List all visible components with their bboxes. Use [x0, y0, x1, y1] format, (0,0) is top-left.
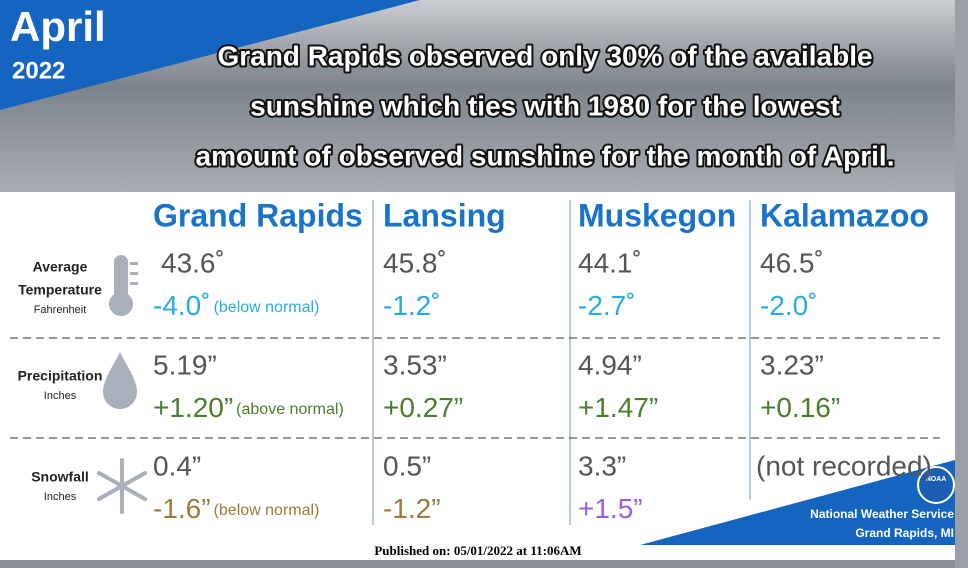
departure-value: -2.0˚	[760, 290, 818, 321]
cell-value: 46.5˚	[760, 247, 824, 278]
cell-departure: -1.2”	[383, 493, 441, 524]
table: Grand Rapids Lansing Muskegon Kalamazoo Aver…	[18, 197, 932, 524]
cell-departure: +1.20” (above normal)	[153, 392, 344, 423]
noaa-logo	[917, 466, 955, 504]
cell-value: 44.1˚	[578, 247, 642, 278]
year: 2022	[12, 57, 65, 84]
cell-departure: -2.7˚	[578, 290, 636, 321]
row-unit: Inches	[44, 390, 77, 402]
cell-value: 3.23”	[760, 349, 824, 380]
cell-departure: -4.0˚ (below normal)	[153, 290, 319, 321]
departure-value: -1.6”	[153, 493, 211, 524]
departure-value: +0.27”	[383, 392, 463, 423]
snowflake-icon	[97, 458, 147, 514]
column-header: Muskegon	[578, 197, 736, 233]
cell-value: 4.94”	[578, 349, 642, 380]
cell-departure: +1.47”	[578, 392, 658, 423]
departure-value: -4.0˚	[153, 290, 211, 321]
departure-note: (below normal)	[214, 502, 320, 519]
departure-note: (below normal)	[214, 299, 320, 316]
cell-departure: +1.5”	[578, 493, 643, 524]
row-label: Precipitation	[18, 368, 103, 384]
thermometer-icon	[109, 255, 138, 316]
cell-departure: +0.27”	[383, 392, 463, 423]
noaa-logo-text: NOAA	[926, 476, 947, 483]
cell-value: 0.4”	[153, 450, 201, 481]
headline-line: amount of observed sunshine for the mont…	[196, 140, 895, 171]
departure-value: +1.5”	[578, 493, 643, 524]
departure-value: +1.47”	[578, 392, 658, 423]
cell-value: 45.8˚	[383, 247, 447, 278]
cell-departure: +0.16”	[760, 392, 840, 423]
edge-strip	[955, 0, 968, 568]
cell-value: 0.5”	[383, 450, 431, 481]
row-unit: Fahrenheit	[34, 304, 87, 316]
departure-value: +1.20”	[153, 392, 233, 423]
cell-value: 5.19”	[153, 349, 217, 380]
departure-value: -1.2˚	[383, 290, 441, 321]
office-location: Grand Rapids, MI	[855, 526, 954, 540]
row-label: Average	[33, 259, 88, 275]
title-ribbon	[0, 0, 420, 110]
published: Published on: 05/01/2022 at 11:06AM	[374, 543, 581, 558]
cell-departure: -2.0˚	[760, 290, 818, 321]
cell-value: 3.53”	[383, 349, 447, 380]
month: April	[10, 3, 106, 50]
panel	[0, 192, 955, 560]
row-label: Snowfall	[31, 469, 89, 485]
column-header: Kalamazoo	[760, 197, 929, 233]
headline-line: Grand Rapids observed only 30% of the av…	[217, 40, 872, 71]
cell-value: (not recorded)	[756, 450, 932, 481]
cell-departure: -1.2˚	[383, 290, 441, 321]
departure-value: -2.7˚	[578, 290, 636, 321]
cell-value: 3.3”	[578, 450, 626, 481]
row-unit: Inches	[44, 491, 77, 503]
departure-note: (above normal)	[236, 401, 344, 418]
column-header: Grand Rapids	[153, 197, 363, 233]
headline-line: sunshine which ties with 1980 for the lo…	[250, 90, 840, 121]
cell-departure: -1.6” (below normal)	[153, 493, 319, 524]
headline: Grand Rapids observed only 30% of the av…	[194, 38, 897, 173]
nws-ribbon	[640, 460, 955, 545]
cell-value: 43.6˚	[161, 247, 225, 278]
departure-value: -1.2”	[383, 493, 441, 524]
drop-icon	[103, 352, 137, 409]
row-label: Temperature	[18, 282, 102, 298]
departure-value: +0.16”	[760, 392, 840, 423]
office-name: National Weather Service	[810, 507, 954, 521]
column-header: Lansing	[383, 197, 506, 233]
